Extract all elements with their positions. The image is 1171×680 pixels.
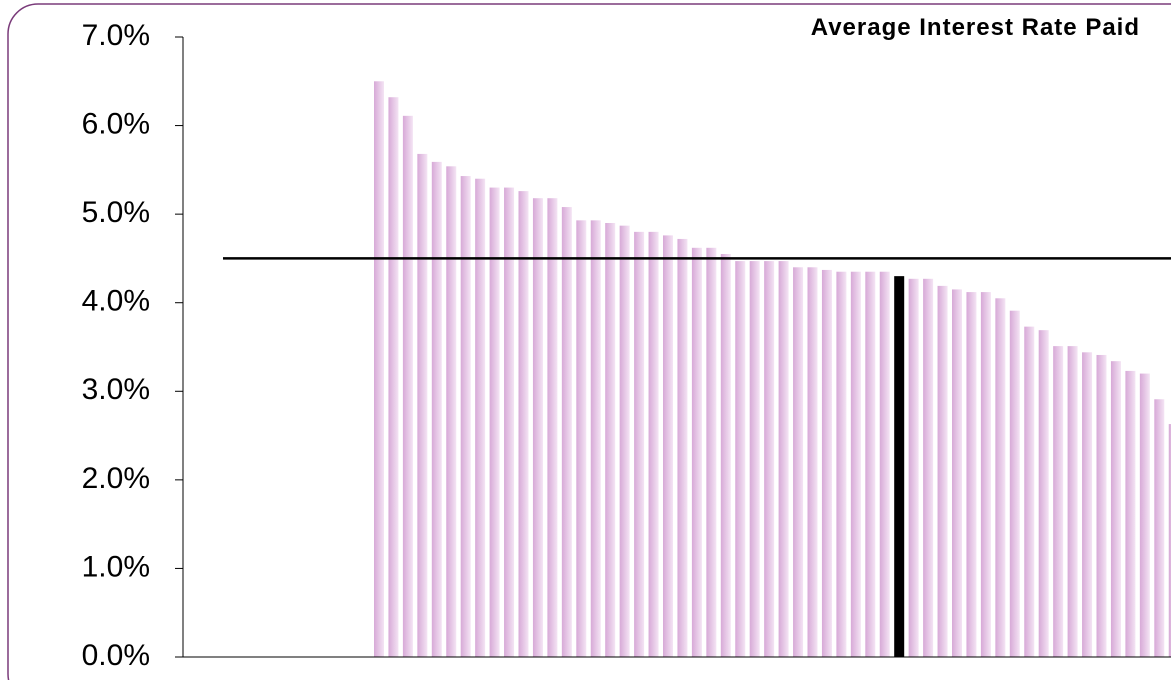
y-tick-label: 3.0% bbox=[82, 373, 150, 406]
bar bbox=[417, 153, 428, 657]
bar bbox=[590, 220, 601, 658]
bar bbox=[778, 261, 789, 657]
y-tick-label: 7.0% bbox=[82, 19, 150, 52]
bar bbox=[1082, 352, 1093, 657]
bar bbox=[547, 198, 558, 657]
y-tick-label: 1.0% bbox=[82, 550, 150, 583]
bar bbox=[1110, 361, 1121, 657]
bar bbox=[388, 97, 399, 657]
bar bbox=[879, 271, 890, 657]
bar bbox=[475, 178, 486, 657]
bar bbox=[605, 223, 616, 657]
bar bbox=[374, 81, 384, 658]
bar bbox=[1038, 330, 1049, 657]
bar bbox=[706, 247, 717, 658]
bar bbox=[850, 271, 861, 657]
bar bbox=[576, 220, 587, 658]
chart-title: Average Interest Rate Paid bbox=[811, 14, 1140, 41]
bar bbox=[1009, 310, 1020, 657]
bar bbox=[1139, 373, 1150, 657]
bar bbox=[1096, 354, 1107, 657]
bar bbox=[431, 161, 442, 657]
bar bbox=[1125, 370, 1136, 657]
bar bbox=[908, 278, 919, 657]
bar bbox=[1053, 346, 1064, 657]
frame bbox=[7, 3, 1171, 680]
bar bbox=[504, 187, 515, 658]
bar bbox=[1067, 346, 1078, 657]
bar bbox=[619, 225, 630, 657]
bar bbox=[532, 198, 543, 657]
bar bbox=[923, 278, 934, 657]
bar bbox=[1154, 399, 1165, 657]
bar bbox=[995, 298, 1006, 657]
bar bbox=[1168, 424, 1171, 657]
bar bbox=[1024, 326, 1035, 657]
bar bbox=[648, 231, 659, 657]
bar bbox=[663, 235, 673, 657]
bar bbox=[677, 238, 688, 657]
bar bbox=[952, 289, 962, 657]
y-tick-label: 4.0% bbox=[82, 285, 150, 318]
bar bbox=[634, 231, 645, 657]
bar bbox=[446, 166, 457, 658]
y-tick-label: 0.0% bbox=[82, 639, 150, 672]
bar bbox=[764, 261, 775, 657]
bar bbox=[937, 285, 948, 657]
bar bbox=[691, 247, 702, 658]
y-tick-label: 5.0% bbox=[82, 196, 150, 229]
bar bbox=[966, 292, 977, 657]
bar bbox=[489, 187, 500, 658]
y-tick-label: 2.0% bbox=[82, 462, 150, 495]
bar bbox=[561, 207, 572, 658]
bar bbox=[980, 292, 991, 657]
bar bbox=[836, 271, 847, 657]
bar bbox=[735, 261, 746, 657]
bar bbox=[821, 269, 832, 657]
bar bbox=[518, 191, 529, 657]
bar bbox=[749, 261, 760, 657]
highlight-bar bbox=[894, 276, 905, 657]
bar bbox=[793, 267, 804, 657]
bar bbox=[402, 115, 413, 658]
bar bbox=[720, 254, 731, 657]
bar bbox=[460, 176, 471, 658]
bar bbox=[807, 267, 818, 657]
y-tick-label: 6.0% bbox=[82, 107, 150, 140]
bar bbox=[865, 271, 876, 657]
